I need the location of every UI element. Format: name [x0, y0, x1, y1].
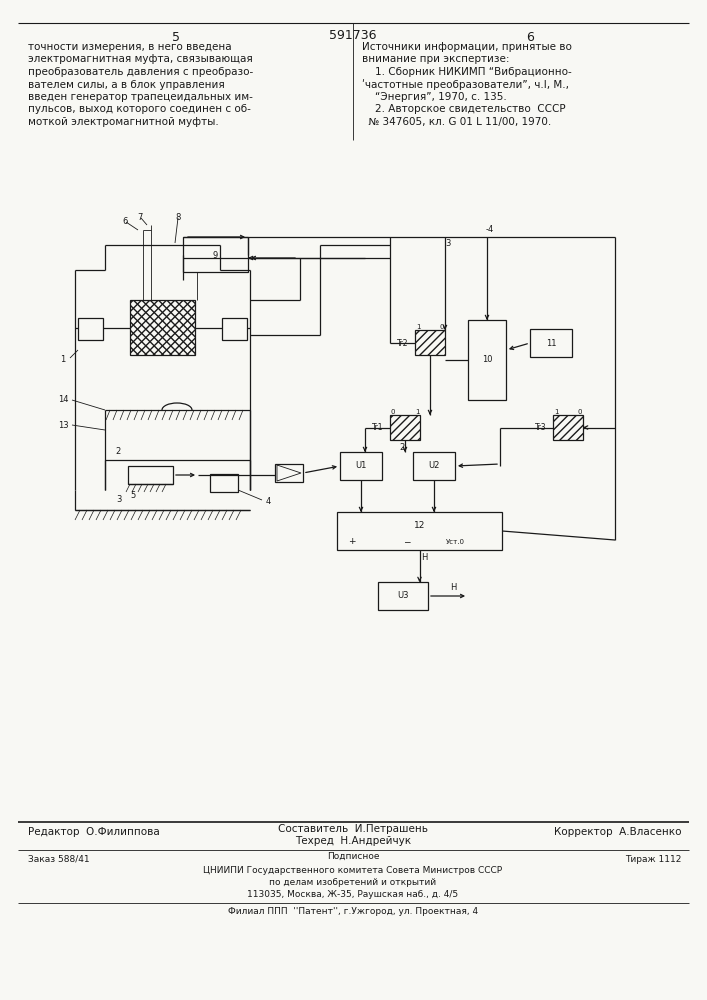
Bar [130, 300, 195, 355]
Text: U2: U2 [428, 462, 440, 471]
Text: внимание при экспертизе:: внимание при экспертизе: [362, 54, 510, 64]
Text: 1. Сборник НИКИМП “Вибрационно-: 1. Сборник НИКИМП “Вибрационно- [362, 67, 572, 77]
Text: 0: 0 [440, 324, 444, 330]
Text: 1: 1 [416, 324, 420, 330]
Text: 11: 11 [546, 338, 556, 348]
Text: 8: 8 [175, 214, 181, 223]
Bar [130, 300, 195, 355]
Text: Техред  Н.Андрейчук: Техред Н.Андрейчук [295, 836, 411, 846]
Text: Корректор  А.Власенко: Корректор А.Власенко [554, 827, 681, 837]
Text: преобразователь давления с преобразо-: преобразователь давления с преобразо- [28, 67, 253, 77]
Bar [553, 415, 583, 440]
Text: 10: 10 [481, 356, 492, 364]
Text: Источники информации, принятые во: Источники информации, принятые во [362, 42, 572, 52]
Text: точности измерения, в него введена: точности измерения, в него введена [28, 42, 232, 52]
Bar [275, 464, 303, 482]
Text: Составитель  И.Петрашень: Составитель И.Петрашень [278, 824, 428, 834]
Text: Редактор  О.Филиппова: Редактор О.Филиппова [28, 827, 160, 837]
Text: Заказ 588/41: Заказ 588/41 [28, 855, 90, 864]
Text: 3: 3 [445, 239, 450, 248]
Text: 13: 13 [58, 420, 69, 430]
Bar [128, 466, 173, 484]
Text: ʹчастотные преобразователи”, ч.I, М.,: ʹчастотные преобразователи”, ч.I, М., [362, 80, 569, 90]
Bar [530, 329, 572, 357]
Bar [390, 415, 420, 440]
Text: -4: -4 [486, 226, 494, 234]
Text: по делам изобретений и открытий: по делам изобретений и открытий [269, 878, 436, 887]
Bar [337, 512, 502, 550]
Text: электромагнитная муфта, связывающая: электромагнитная муфта, связывающая [28, 54, 252, 64]
Text: U3: U3 [397, 591, 409, 600]
Text: 6: 6 [122, 218, 128, 227]
Text: введен генератор трапецеидальных им-: введен генератор трапецеидальных им- [28, 92, 253, 102]
Text: 113035, Москва, Ж-35, Раушская наб., д. 4/5: 113035, Москва, Ж-35, Раушская наб., д. … [247, 890, 459, 899]
Text: H: H [450, 584, 456, 592]
Text: 9: 9 [212, 250, 218, 259]
Text: −: − [403, 538, 411, 546]
Text: 0: 0 [578, 409, 583, 415]
Text: 1: 1 [60, 356, 66, 364]
Text: ЦНИИПИ Государственного комитета Совета Министров СССР: ЦНИИПИ Государственного комитета Совета … [204, 866, 503, 875]
Text: 1: 1 [554, 409, 559, 415]
Bar [130, 300, 195, 355]
Bar [210, 474, 238, 492]
Text: № 347605, кл. G 01 L 11/00, 1970.: № 347605, кл. G 01 L 11/00, 1970. [362, 117, 551, 127]
Bar [340, 452, 382, 480]
Text: Тираж 1112: Тираж 1112 [624, 855, 681, 864]
Text: пульсов, выход которого соединен с об-: пульсов, выход которого соединен с об- [28, 104, 251, 114]
Text: 6: 6 [526, 31, 534, 44]
Text: 2: 2 [399, 444, 404, 452]
Text: 591736: 591736 [329, 29, 377, 42]
Text: 1: 1 [415, 409, 419, 415]
Text: 3: 3 [116, 495, 122, 504]
Text: 14: 14 [58, 395, 69, 404]
Bar [415, 330, 445, 355]
Bar [378, 582, 428, 610]
Text: Подписное: Подписное [327, 852, 379, 861]
Text: “Энергия”, 1970, с. 135.: “Энергия”, 1970, с. 135. [362, 92, 507, 102]
Text: 0: 0 [391, 409, 395, 415]
Text: моткой электромагнитной муфты.: моткой электромагнитной муфты. [28, 117, 218, 127]
Bar [390, 415, 420, 440]
Text: Tr1: Tr1 [372, 424, 383, 432]
Text: Филиал ППП  ''Патент'', г.Ужгород, ул. Проектная, 4: Филиал ППП ''Патент'', г.Ужгород, ул. Пр… [228, 907, 478, 916]
Text: 5: 5 [130, 491, 136, 500]
Text: Tr3: Tr3 [535, 424, 547, 432]
Bar [78, 318, 103, 340]
Bar [183, 237, 248, 272]
Text: 2: 2 [115, 448, 121, 456]
Bar [222, 318, 247, 340]
Text: 5: 5 [172, 31, 180, 44]
Text: U1: U1 [356, 462, 367, 471]
Text: Tr2: Tr2 [397, 338, 409, 348]
Text: 12: 12 [414, 522, 425, 530]
Text: Уст.0: Уст.0 [445, 539, 464, 545]
Text: вателем силы, а в блок управления: вателем силы, а в блок управления [28, 80, 225, 90]
Text: 4: 4 [265, 497, 271, 506]
Bar [415, 330, 445, 355]
Bar [468, 320, 506, 400]
Text: 7: 7 [137, 214, 143, 223]
Bar [553, 415, 583, 440]
Bar [413, 452, 455, 480]
Text: 2. Авторское свидетельство  СССР: 2. Авторское свидетельство СССР [362, 104, 566, 114]
Text: +: + [349, 538, 356, 546]
Text: H: H [421, 554, 428, 562]
